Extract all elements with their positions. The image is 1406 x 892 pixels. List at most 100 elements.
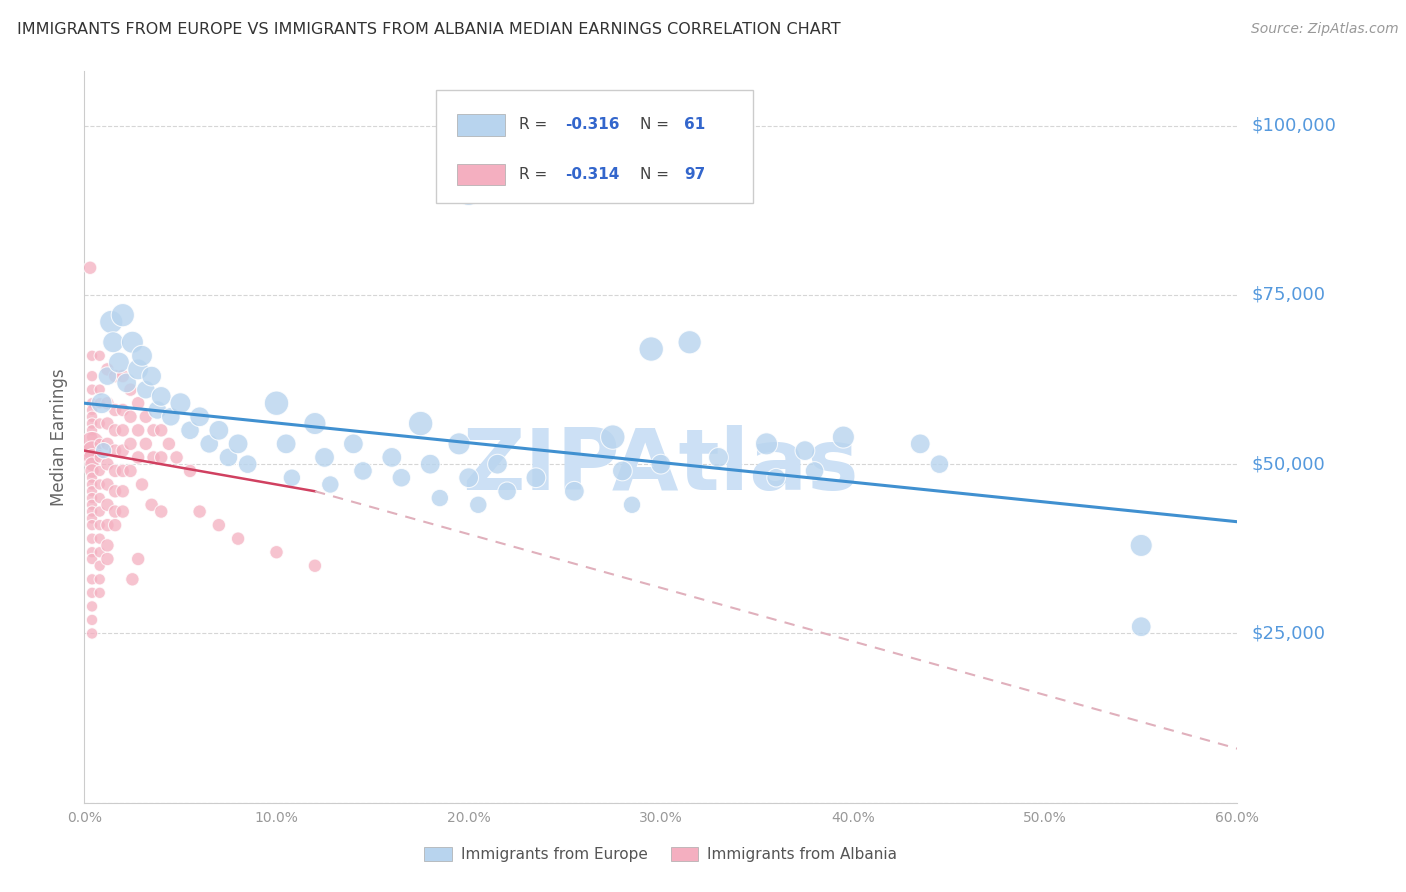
Point xyxy=(89,349,111,363)
Point xyxy=(80,545,103,559)
Point xyxy=(803,464,825,478)
Point xyxy=(89,558,111,573)
Point xyxy=(80,450,103,465)
Point xyxy=(120,464,142,478)
Point xyxy=(80,403,103,417)
Point xyxy=(96,498,118,512)
Point xyxy=(612,464,634,478)
Point xyxy=(564,484,586,499)
Point xyxy=(89,450,111,465)
Point xyxy=(146,403,169,417)
Point xyxy=(80,586,103,600)
Point xyxy=(169,396,191,410)
Point xyxy=(457,471,479,485)
Point xyxy=(304,558,326,573)
Point xyxy=(1130,538,1153,552)
Point xyxy=(104,484,127,499)
Point xyxy=(160,409,183,424)
Point xyxy=(80,552,103,566)
Point xyxy=(120,409,142,424)
Point xyxy=(115,376,138,390)
Point xyxy=(467,498,489,512)
Point xyxy=(449,437,471,451)
Point xyxy=(409,417,432,431)
Point xyxy=(381,450,404,465)
Point xyxy=(96,552,118,566)
Point xyxy=(80,572,103,586)
Point xyxy=(80,613,103,627)
Text: $50,000: $50,000 xyxy=(1251,455,1324,473)
Point xyxy=(150,389,173,403)
Point xyxy=(80,505,103,519)
Text: -0.314: -0.314 xyxy=(565,167,620,182)
Point xyxy=(141,498,163,512)
Point xyxy=(89,545,111,559)
Point xyxy=(188,409,211,424)
Point xyxy=(96,362,118,376)
Point xyxy=(108,355,131,369)
Point xyxy=(96,369,118,384)
Point xyxy=(276,437,298,451)
Point xyxy=(621,498,644,512)
Point xyxy=(103,335,124,350)
Point xyxy=(111,505,134,519)
Point xyxy=(80,430,103,444)
Point xyxy=(80,349,103,363)
FancyBboxPatch shape xyxy=(457,114,505,136)
Point xyxy=(93,443,115,458)
Point xyxy=(111,423,134,437)
Point xyxy=(80,484,103,499)
Point xyxy=(127,423,149,437)
Point xyxy=(80,599,103,614)
Point xyxy=(111,464,134,478)
Point xyxy=(226,532,249,546)
Point xyxy=(80,437,103,451)
Point xyxy=(89,586,111,600)
Point xyxy=(342,437,364,451)
Point xyxy=(89,437,111,451)
Point xyxy=(419,457,441,471)
Point xyxy=(910,437,932,451)
Point xyxy=(96,417,118,431)
Point xyxy=(135,409,157,424)
Point xyxy=(79,260,101,275)
Text: IMMIGRANTS FROM EUROPE VS IMMIGRANTS FROM ALBANIA MEDIAN EARNINGS CORRELATION CH: IMMIGRANTS FROM EUROPE VS IMMIGRANTS FRO… xyxy=(17,22,841,37)
Text: -0.316: -0.316 xyxy=(565,117,620,132)
Point xyxy=(524,471,547,485)
Point xyxy=(121,335,143,350)
Point xyxy=(89,477,111,491)
Point xyxy=(80,491,103,505)
Point xyxy=(111,308,134,322)
Text: N =: N = xyxy=(640,117,673,132)
Point xyxy=(89,396,111,410)
Point xyxy=(89,532,111,546)
Point xyxy=(120,437,142,451)
Point xyxy=(150,505,173,519)
Point xyxy=(127,362,149,376)
Point xyxy=(80,477,103,491)
Point xyxy=(90,396,112,410)
Point xyxy=(131,477,153,491)
Point xyxy=(131,349,153,363)
Point xyxy=(104,518,127,533)
Point xyxy=(208,518,231,533)
Point xyxy=(640,342,662,356)
Point xyxy=(80,417,103,431)
Point xyxy=(120,383,142,397)
Point xyxy=(80,511,103,525)
Point xyxy=(429,491,451,505)
Point xyxy=(218,450,240,465)
Point xyxy=(80,409,103,424)
Point xyxy=(96,396,118,410)
Point xyxy=(157,437,180,451)
Point xyxy=(80,498,103,512)
Text: 97: 97 xyxy=(683,167,706,182)
Text: N =: N = xyxy=(640,167,673,182)
Point xyxy=(89,572,111,586)
Point xyxy=(104,403,127,417)
Point xyxy=(602,430,624,444)
Point xyxy=(179,464,201,478)
Text: R =: R = xyxy=(519,167,553,182)
Point xyxy=(352,464,374,478)
Point xyxy=(96,477,118,491)
